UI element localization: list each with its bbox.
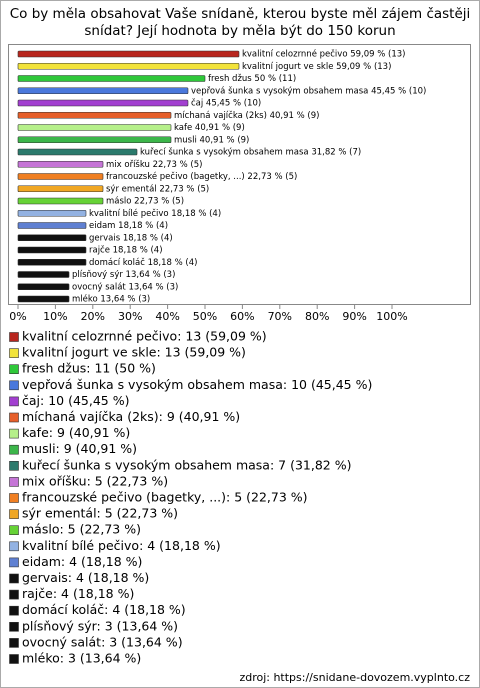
legend-label: kvalitní jogurt ve skle: 13 (59,09 %): [22, 345, 246, 360]
bar-label: mix oříšku 22,73 % (5): [106, 159, 202, 170]
bar: [17, 197, 104, 205]
bar-label: mléko 13,64 % (3): [72, 294, 150, 305]
legend-swatch: [9, 332, 19, 342]
x-tick-label: 10%: [43, 310, 67, 323]
bar-label: gervais 18,18 % (4): [89, 233, 173, 243]
legend-label: fresh džus: 11 (50 %): [22, 361, 156, 376]
legend-label: francouzské pečivo (bagetky, ...): 5 (22…: [22, 490, 308, 505]
legend-label: rajče: 4 (18,18 %): [22, 586, 134, 601]
legend-swatch: [9, 412, 19, 423]
bar: [17, 62, 240, 70]
bar: [17, 222, 87, 229]
legend-swatch: [9, 638, 19, 648]
x-tick-label: 90%: [342, 310, 366, 323]
legend-label: domácí koláč: 4 (18,18 %): [22, 602, 186, 617]
bar: [17, 258, 87, 266]
legend-swatch: [9, 605, 19, 616]
legend-label: gervais: 4 (18,18 %): [22, 570, 149, 585]
bar: [17, 295, 70, 303]
bar-label: vepřová šunka s vysokým obsahem masa 45,…: [191, 85, 426, 96]
legend-swatch: [9, 557, 19, 568]
legend-swatch: [9, 493, 19, 503]
x-tick-label: 60%: [230, 310, 254, 323]
legend-swatch: [9, 348, 19, 358]
bar: [17, 271, 70, 278]
legend-label: sýr ementál: 5 (22,73 %): [22, 506, 178, 521]
bar-label: sýr ementál 22,73 % (5): [106, 184, 209, 194]
x-tick-label: 40%: [155, 310, 179, 323]
legend-swatch: [9, 573, 19, 584]
x-tick-label: 70%: [268, 310, 292, 323]
bar: [17, 124, 172, 131]
legend-swatch: [9, 541, 19, 552]
legend-swatch: [9, 525, 19, 536]
bar: [17, 185, 104, 193]
legend-label: kafe: 9 (40,91 %): [22, 425, 130, 440]
x-tick-label: 30%: [118, 310, 142, 323]
bar: [17, 160, 104, 168]
bar: [17, 87, 189, 95]
bar-label: čaj 45,45 % (10): [191, 98, 261, 109]
legend-swatch: [9, 509, 19, 519]
bar-label: plísňový sýr 13,64 % (3): [72, 269, 175, 280]
bar-label: musli 40,91 % (9): [174, 135, 249, 145]
bar-label: kvalitní jogurt ve skle 59,09 % (13): [242, 62, 391, 72]
bar-label: francouzské pečivo (bagetky, ...) 22,73 …: [106, 171, 297, 182]
bar-label: kuřecí šunka s vysokým obsahem masa 31,8…: [140, 147, 361, 158]
legend-label: míchaná vajíčka (2ks): 9 (40,91 %): [22, 409, 240, 424]
legend-label: máslo: 5 (22,73 %): [22, 522, 141, 537]
legend-swatch: [9, 444, 19, 455]
bar: [17, 173, 104, 180]
legend-swatch: [9, 428, 19, 439]
legend-label: čaj: 10 (45,45 %): [22, 393, 129, 408]
bar-label: eidam 18,18 % (4): [89, 221, 168, 231]
bar-label: míchaná vajíčka (2ks) 40,91 % (9): [174, 110, 319, 121]
bar-label: rajče 18,18 % (4): [89, 245, 163, 256]
legend-swatch: [9, 477, 19, 487]
legend-swatch: [9, 621, 19, 632]
x-tick-label: 50%: [193, 310, 217, 323]
legend-label: mléko: 3 (13,64 %): [22, 651, 141, 666]
legend-label: mix oříšku: 5 (22,73 %): [22, 473, 168, 488]
source: zdroj: https://snidane-dovozem.vyplnto.c…: [239, 671, 470, 684]
bar: [17, 283, 70, 291]
chart-title: snídat? Její hodnota by měla být do 150 …: [84, 23, 395, 39]
bar-label: kafe 40,91 % (9): [174, 123, 245, 133]
bar: [17, 148, 138, 156]
x-tick-label: 100%: [376, 310, 407, 323]
legend-label: ovocný salát: 3 (13,64 %): [22, 634, 183, 649]
bar-label: máslo 22,73 % (5): [106, 197, 184, 207]
bar: [17, 209, 87, 217]
legend-swatch: [9, 654, 19, 664]
x-tick-label: 20%: [81, 310, 105, 323]
bar: [17, 50, 240, 58]
legend-swatch: [9, 380, 19, 391]
x-tick-label: 80%: [305, 310, 329, 323]
legend-label: kvalitní bílé pečivo: 4 (18,18 %): [22, 538, 221, 553]
bar: [17, 75, 206, 82]
legend-label: eidam: 4 (18,18 %): [22, 554, 142, 569]
bar: [17, 111, 172, 119]
legend-label: kvalitní celozrnné pečivo: 13 (59,09 %): [22, 329, 267, 344]
legend-label: plísňový sýr: 3 (13,64 %): [22, 618, 178, 633]
bar: [17, 246, 87, 254]
x-tick-label: 0%: [9, 310, 26, 323]
legend-swatch: [9, 396, 19, 407]
bar-label: ovocný salát 13,64 % (3): [72, 282, 178, 292]
legend-swatch: [9, 364, 19, 375]
bar-label: domácí koláč 18,18 % (4): [89, 257, 197, 268]
legend-swatch: [9, 460, 19, 471]
legend-swatch: [9, 589, 19, 600]
bar-label: fresh džus 50 % (11): [208, 74, 296, 84]
bar: [17, 234, 87, 242]
chart-title: Co by měla obsahovat Vaše snídaně, ktero…: [10, 6, 471, 22]
legend-label: kuřecí šunka s vysokým obsahem masa: 7 (…: [22, 457, 351, 472]
bar: [17, 136, 172, 144]
legend-label: musli: 9 (40,91 %): [22, 441, 137, 456]
bar: [17, 99, 189, 107]
bar-label: kvalitní celozrnné pečivo 59,09 % (13): [242, 49, 406, 60]
bar-label: kvalitní bílé pečivo 18,18 % (4): [89, 208, 221, 219]
legend-label: vepřová šunka s vysokým obsahem masa: 10…: [22, 377, 372, 392]
